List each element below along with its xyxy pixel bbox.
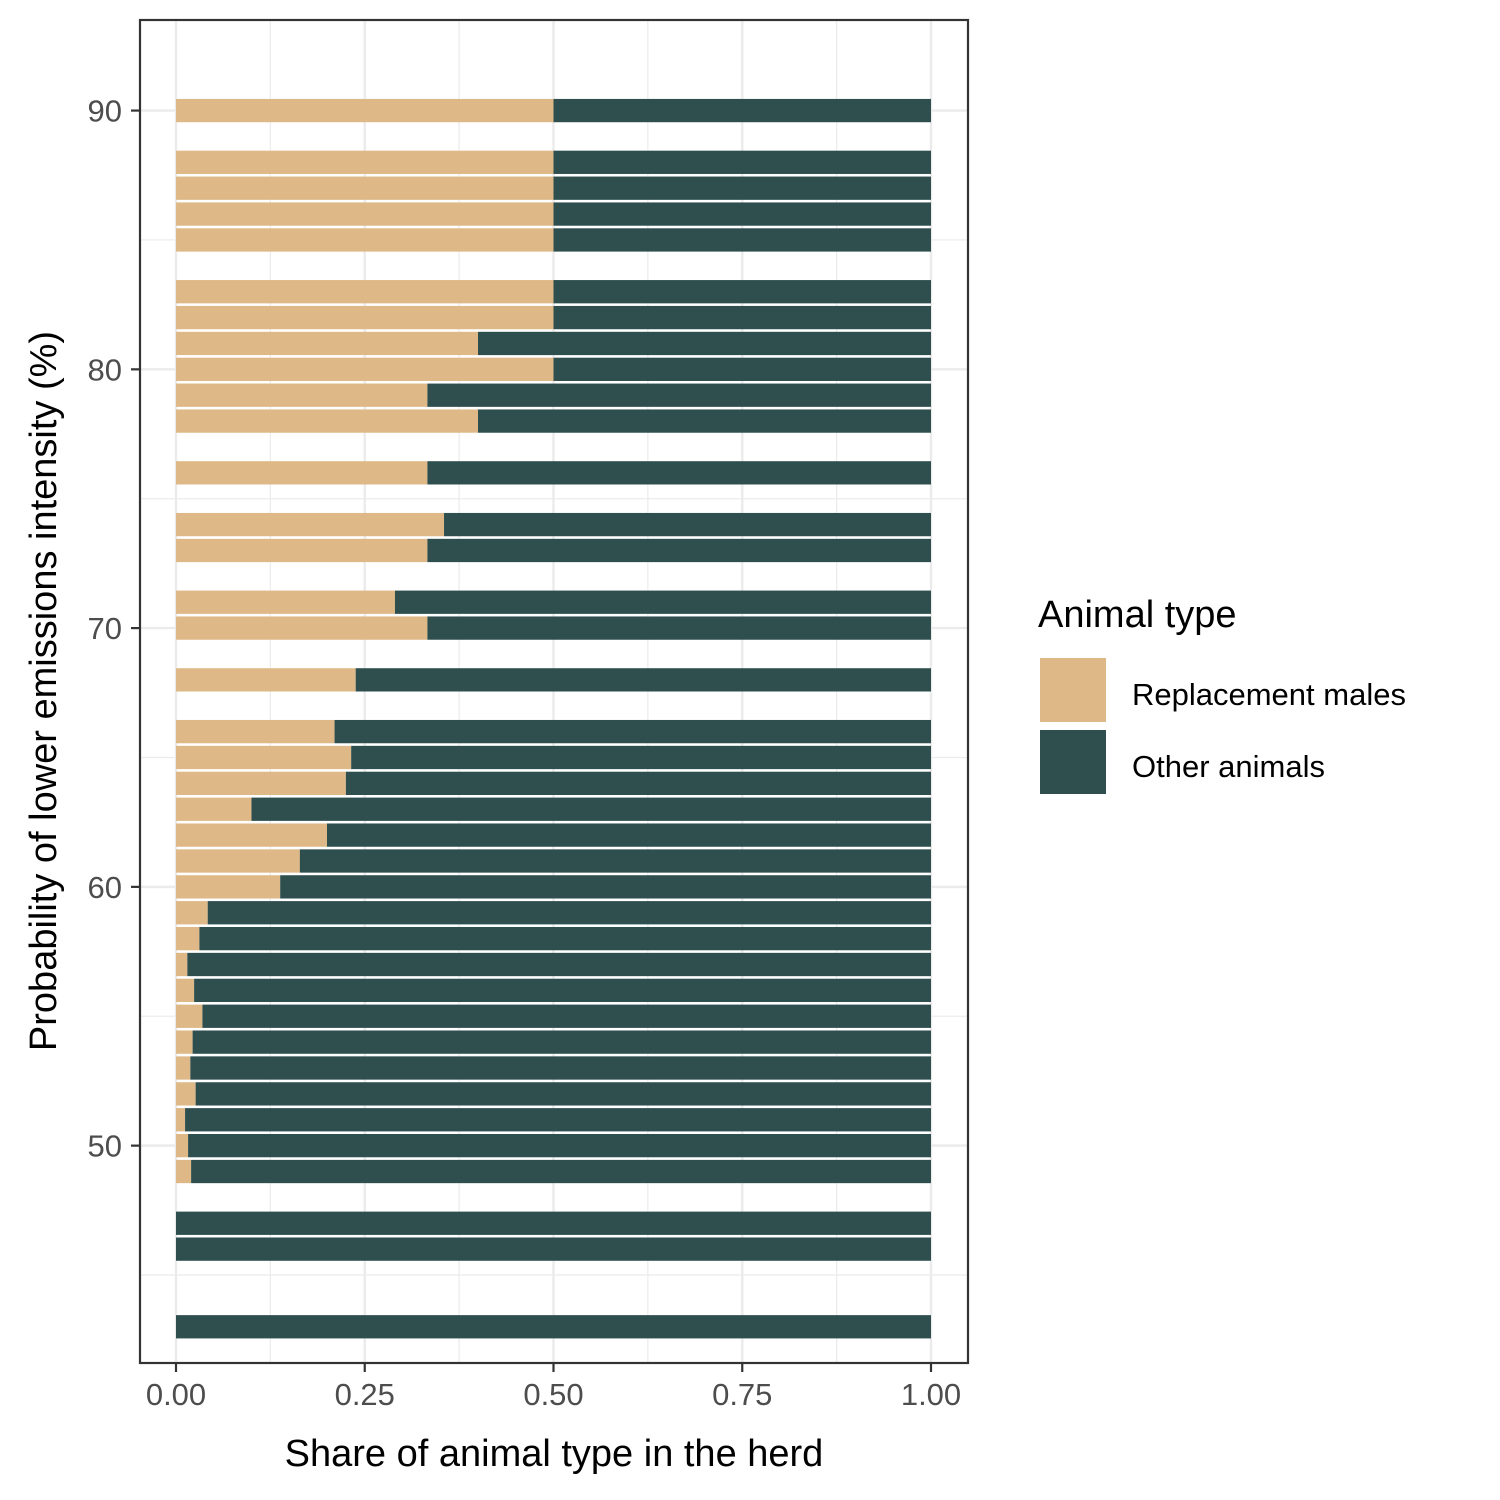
bar-other-animals [299,849,931,873]
bar-other-animals [251,797,931,821]
x-tick-label: 0.75 [712,1377,772,1412]
y-tick-label: 80 [88,352,122,387]
bar-replacement-males [176,150,554,174]
bar-other-animals [188,1133,931,1158]
bar-other-animals [185,1108,931,1132]
bar-other-animals [176,1237,931,1261]
bar-other-animals [553,176,931,200]
bar-replacement-males [176,952,188,977]
bar-replacement-males [176,616,428,640]
legend: Animal type Replacement males Other anim… [1038,594,1406,794]
bar-replacement-males [176,409,478,433]
bar-replacement-males [176,668,356,692]
bar-other-animals [553,98,931,123]
legend-title: Animal type [1038,594,1237,636]
y-axis-title: Probability of lower emissions intensity… [23,331,65,1051]
bar-other-animals [553,202,931,226]
bar-replacement-males [176,280,554,304]
bar-replacement-males [176,512,445,537]
bar-replacement-males [176,1159,192,1184]
bar-replacement-males [176,745,352,770]
bar-other-animals [427,383,931,407]
bars [176,98,932,1339]
bar-replacement-males [176,771,346,796]
bar-other-animals [195,1082,931,1106]
bar-replacement-males [176,461,428,485]
bar-replacement-males [176,1004,203,1028]
bar-other-animals [207,901,931,925]
bar-replacement-males [176,305,554,330]
bar-other-animals [355,668,931,692]
bar-replacement-males [176,926,200,951]
bar-replacement-males [176,538,428,563]
legend-key-replacement-males [1040,658,1106,722]
bar-replacement-males [176,1056,191,1080]
bar-other-animals [334,719,931,744]
y-tick-label: 90 [88,94,122,129]
y-tick-label: 60 [88,870,122,905]
bar-other-animals [345,771,931,796]
bar-other-animals [553,305,931,330]
bar-replacement-males [176,1133,189,1158]
bar-replacement-males [176,797,252,821]
bar-replacement-males [176,901,208,925]
bar-replacement-males [176,719,335,744]
bar-replacement-males [176,176,554,200]
x-axis-title: Share of animal type in the herd [285,1433,824,1475]
bar-other-animals [187,952,931,977]
bar-other-animals [351,745,931,770]
bar-other-animals [427,461,931,485]
bar-other-animals [444,512,931,537]
y-tick-label: 50 [88,1129,122,1164]
bar-replacement-males [176,1108,186,1132]
bar-replacement-males [176,98,554,123]
y-axis: 50 60 70 80 90 [88,94,140,1164]
bar-other-animals [394,590,931,614]
y-tick-label: 70 [88,611,122,646]
legend-label-replacement-males: Replacement males [1132,677,1406,712]
bar-replacement-males [176,875,281,899]
bar-replacement-males [176,1030,193,1054]
bar-other-animals [478,331,931,356]
bar-replacement-males [176,331,478,356]
bar-replacement-males [176,202,554,226]
bar-other-animals [553,150,931,174]
bar-other-animals [194,978,931,1003]
bar-replacement-males [176,823,327,847]
bar-replacement-males [176,978,195,1003]
x-tick-label: 1.00 [901,1377,961,1412]
bar-other-animals [199,926,931,951]
bar-replacement-males [176,849,300,873]
bar-other-animals [176,1315,931,1339]
bar-other-animals [191,1159,932,1184]
bar-other-animals [427,538,931,563]
legend-label-other-animals: Other animals [1132,749,1325,784]
bar-other-animals [202,1004,932,1028]
x-tick-label: 0.50 [523,1377,583,1412]
bar-other-animals [553,357,931,381]
bar-replacement-males [176,228,554,252]
bar-replacement-males [176,1082,196,1106]
x-tick-label: 0.25 [335,1377,395,1412]
bar-other-animals [553,228,931,252]
bar-replacement-males [176,590,395,614]
bar-replacement-males [176,357,554,381]
bar-other-animals [176,1211,931,1235]
x-tick-label: 0.00 [146,1377,206,1412]
bar-replacement-males [176,383,428,407]
bar-other-animals [327,823,931,847]
bar-other-animals [190,1056,932,1080]
x-axis: 0.00 0.25 0.50 0.75 1.00 [146,1363,961,1412]
legend-key-other-animals [1040,730,1106,794]
bar-other-animals [427,616,931,640]
bar-other-animals [280,875,931,899]
bar-other-animals [478,409,931,433]
bar-other-animals [553,280,931,304]
bar-other-animals [192,1030,932,1054]
